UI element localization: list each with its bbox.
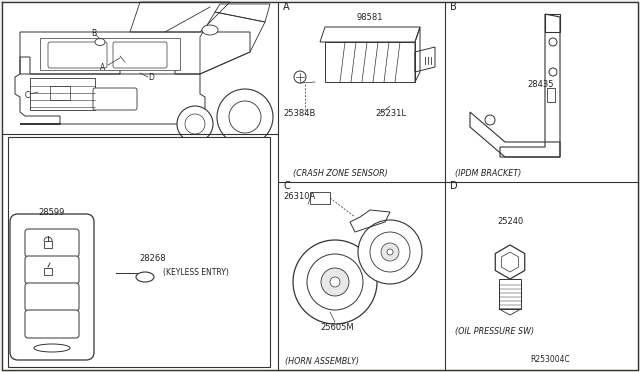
Circle shape: [229, 101, 261, 133]
Bar: [547, 88, 555, 102]
Ellipse shape: [202, 25, 218, 35]
Circle shape: [387, 249, 393, 255]
Circle shape: [294, 71, 306, 83]
Text: D: D: [148, 74, 154, 83]
Bar: [499, 279, 521, 309]
Text: D: D: [450, 181, 458, 191]
Ellipse shape: [136, 272, 154, 282]
Text: (IPDM BRACKET): (IPDM BRACKET): [455, 169, 521, 178]
Bar: [44, 241, 52, 248]
Text: 25605M: 25605M: [320, 323, 354, 332]
Circle shape: [321, 268, 349, 296]
Text: (CRASH ZONE SENSOR): (CRASH ZONE SENSOR): [293, 169, 388, 178]
Text: 25384B: 25384B: [283, 109, 316, 118]
FancyBboxPatch shape: [25, 229, 79, 257]
FancyBboxPatch shape: [25, 283, 79, 311]
FancyBboxPatch shape: [10, 214, 94, 360]
Ellipse shape: [34, 344, 70, 352]
Text: (OIL PRESSURE SW): (OIL PRESSURE SW): [455, 327, 534, 336]
Text: 28268: 28268: [139, 254, 166, 263]
Text: 25240: 25240: [497, 217, 524, 226]
Circle shape: [485, 115, 495, 125]
Text: B: B: [92, 29, 97, 38]
Text: 98581: 98581: [356, 13, 383, 22]
FancyBboxPatch shape: [25, 310, 79, 338]
Text: C: C: [24, 90, 29, 99]
Text: (HORN ASSEMBLY): (HORN ASSEMBLY): [285, 357, 359, 366]
Text: 28435: 28435: [527, 80, 554, 89]
Circle shape: [549, 38, 557, 46]
Circle shape: [330, 277, 340, 287]
FancyBboxPatch shape: [113, 42, 167, 68]
Circle shape: [549, 68, 557, 76]
Bar: [40, 38, 180, 70]
Bar: [50, 86, 70, 100]
Circle shape: [177, 106, 213, 142]
Ellipse shape: [95, 38, 105, 45]
Circle shape: [185, 114, 205, 134]
Circle shape: [381, 243, 399, 261]
Bar: [44, 268, 52, 275]
Circle shape: [307, 254, 363, 310]
Text: (KEYLESS ENTRY): (KEYLESS ENTRY): [163, 269, 229, 278]
Circle shape: [370, 232, 410, 272]
Text: R253004C: R253004C: [531, 355, 570, 364]
Text: 26310A: 26310A: [283, 192, 316, 201]
Bar: [310, 192, 330, 204]
Text: C: C: [283, 181, 290, 191]
Bar: [30, 78, 95, 110]
Text: A: A: [100, 62, 106, 71]
Bar: [8, 137, 270, 367]
Circle shape: [217, 89, 273, 145]
FancyBboxPatch shape: [25, 256, 79, 284]
Circle shape: [293, 240, 377, 324]
FancyBboxPatch shape: [93, 88, 137, 110]
Text: B: B: [450, 2, 457, 12]
Text: 25231L: 25231L: [375, 109, 406, 118]
FancyBboxPatch shape: [48, 42, 107, 68]
Circle shape: [358, 220, 422, 284]
Text: A: A: [283, 2, 290, 12]
Text: 28599: 28599: [39, 208, 65, 217]
